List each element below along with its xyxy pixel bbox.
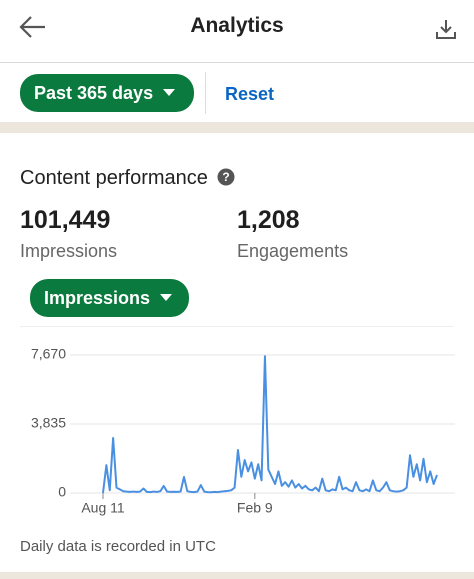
x-tick-label: Aug 11 [81,500,125,516]
section-title-text: Content performance [20,167,208,189]
section-band [0,122,474,133]
header-title: Analytics [190,14,284,37]
date-filter-label: Past 365 days [34,83,154,103]
metric-value: 101,449 [20,206,111,234]
svg-text:?: ? [223,170,230,184]
y-tick-label: 0 [58,484,66,500]
x-tick-label: Feb 9 [237,500,273,516]
metric-label: Engagements [237,241,349,261]
footnote: Daily data is recorded in UTC [20,538,216,555]
back-button[interactable] [18,14,48,40]
y-tick-label: 7,670 [31,346,66,362]
divider [0,62,474,63]
separator [205,72,206,114]
reset-link[interactable]: Reset [225,84,275,104]
section-title: Content performance ? [20,167,235,190]
metric-value: 1,208 [237,206,300,234]
chart: 0 3,835 7,670 Aug 11 Feb 9 [31,346,455,516]
divider [20,326,454,327]
download-button[interactable] [435,18,457,40]
metric-dropdown[interactable]: Impressions [30,279,189,317]
date-filter[interactable]: Past 365 days [20,74,194,112]
metric-dropdown-label: Impressions [44,288,151,308]
help-icon[interactable]: ? [217,168,235,186]
y-tick-label: 3,835 [31,415,66,431]
metric-label: Impressions [20,241,118,261]
section-band [0,572,474,579]
line [102,355,438,494]
